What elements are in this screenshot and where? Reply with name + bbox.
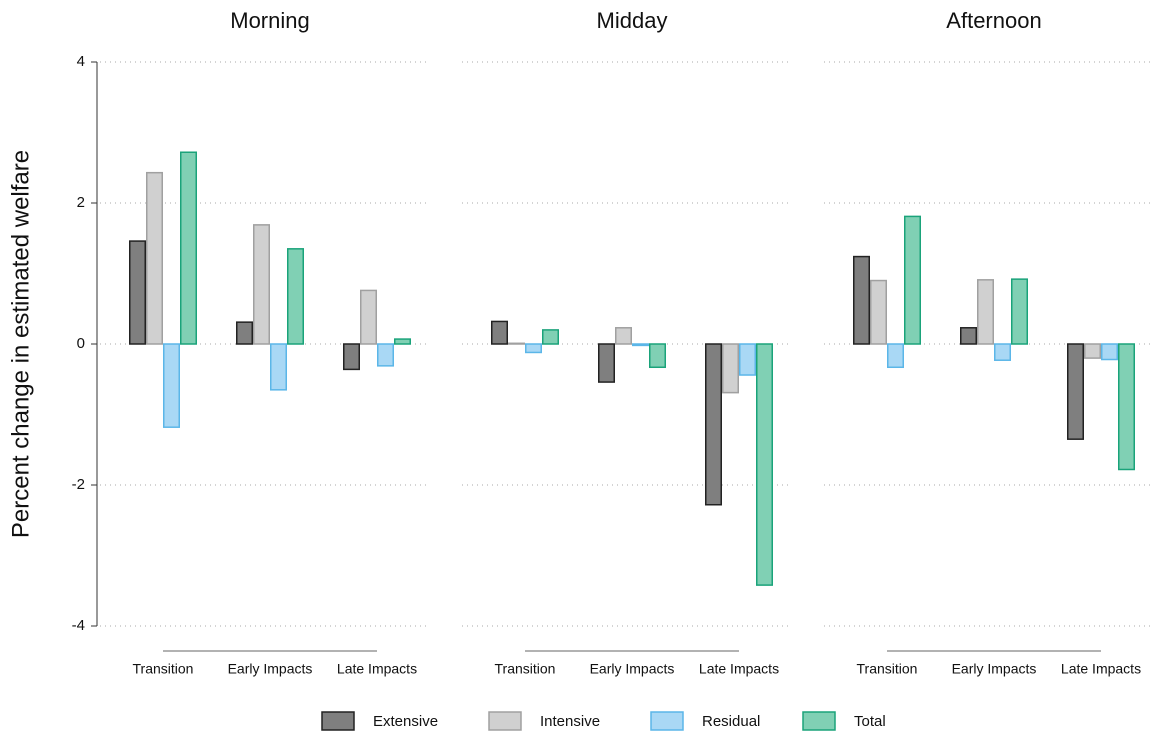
legend-swatch [321,711,355,731]
panel-title: Midday [597,8,668,33]
x-tick-label: Late Impacts [337,661,417,677]
bar [739,343,756,376]
bar [146,171,163,345]
bar [887,343,904,369]
bar [756,343,773,586]
bar [180,151,197,345]
legend-label: Total [854,713,886,730]
bar [994,343,1011,361]
bar [649,343,666,369]
x-tick-label: Transition [133,661,194,677]
y-tick-label: 0 [77,335,85,352]
x-tick-label: Early Impacts [952,661,1037,677]
y-axis-label: Percent change in estimated welfare [7,150,34,538]
bar [904,215,921,345]
bar [343,343,360,371]
legend-swatch [802,711,836,731]
bar [615,327,632,345]
legend-swatch [488,711,522,731]
bar [960,327,977,345]
legend-label: Residual [702,713,760,730]
bar [129,240,146,345]
y-tick-label: -2 [72,476,85,493]
x-tick-label: Early Impacts [590,661,675,677]
x-tick-label: Late Impacts [699,661,779,677]
bar [360,289,377,345]
bar [632,343,649,347]
bar [722,343,739,394]
y-tick-label: 4 [77,53,85,70]
y-tick-label: -4 [72,617,85,634]
x-tick-label: Early Impacts [228,661,313,677]
legend-swatch [650,711,684,731]
legend-label: Extensive [373,713,438,730]
bar [508,342,525,345]
bar [542,329,559,345]
bar [870,279,887,345]
bar [1011,278,1028,345]
panel-title: Afternoon [946,8,1041,33]
panel-title: Morning [230,8,309,33]
bar [1084,343,1101,359]
bar [1067,343,1084,440]
bar [270,343,287,391]
x-tick-label: Transition [857,661,918,677]
bar [236,321,253,345]
bar [977,279,994,345]
legend-label: Intensive [540,713,600,730]
bar [598,343,615,383]
x-tick-label: Late Impacts [1061,661,1141,677]
bar [253,224,270,345]
bar [705,343,722,506]
y-tick-label: 2 [77,194,85,211]
bar [287,248,304,345]
bar [1101,343,1118,361]
x-tick-label: Transition [495,661,556,677]
bar [394,338,411,345]
bar [853,255,870,345]
bar [377,343,394,367]
bar [525,343,542,354]
bar [1118,343,1135,471]
bar [491,320,508,345]
bar [163,343,180,428]
